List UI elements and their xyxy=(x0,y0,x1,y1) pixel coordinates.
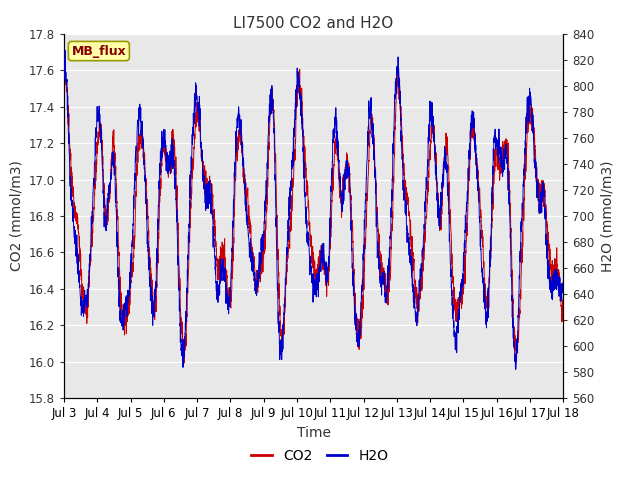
Title: LI7500 CO2 and H2O: LI7500 CO2 and H2O xyxy=(234,16,394,31)
Y-axis label: H2O (mmol/m3): H2O (mmol/m3) xyxy=(600,160,614,272)
X-axis label: Time: Time xyxy=(296,426,331,440)
Y-axis label: CO2 (mmol/m3): CO2 (mmol/m3) xyxy=(9,161,23,271)
Legend: CO2, H2O: CO2, H2O xyxy=(246,443,394,468)
Text: MB_flux: MB_flux xyxy=(72,45,126,58)
